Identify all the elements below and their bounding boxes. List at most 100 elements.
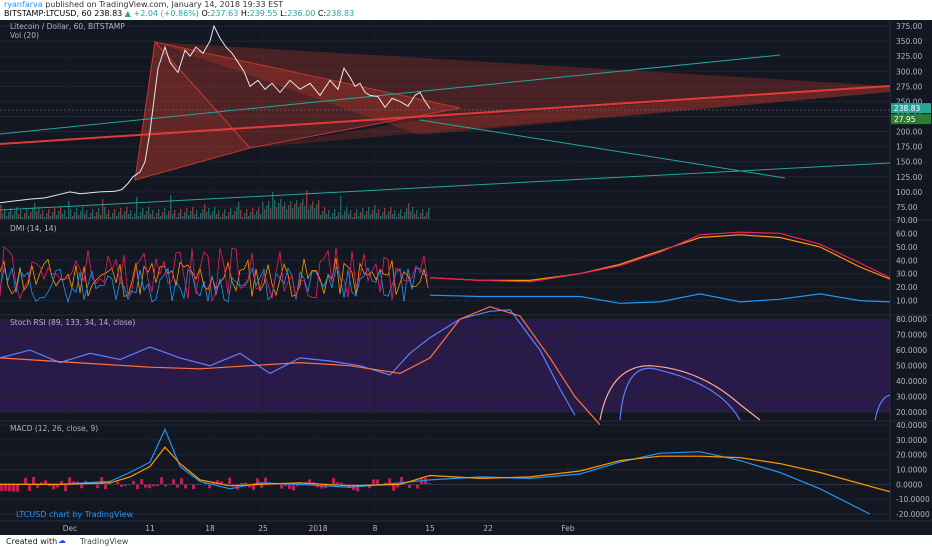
volume-bar (428, 208, 430, 219)
volume-bar (164, 208, 166, 219)
macd-histogram-bar (220, 481, 223, 485)
volume-bar (34, 203, 36, 219)
price-change: ▲ +2.04 (+0.86%) (124, 9, 199, 18)
volume-bar (354, 213, 356, 219)
volume-bar (404, 212, 406, 219)
volume-bar (118, 212, 120, 219)
ohlc-high: 239.55 (249, 9, 278, 18)
volume-bar (398, 213, 400, 219)
wedge-extension-lower (250, 86, 890, 148)
volume-bar (350, 210, 352, 219)
volume-bar (220, 217, 222, 219)
stoch-d-line (0, 306, 601, 426)
y-tick-label: 50.00 (896, 243, 918, 252)
volume-bar (206, 212, 208, 219)
volume-bar (98, 208, 100, 219)
volume-bar (100, 215, 102, 219)
author-link[interactable]: ryanfarva (4, 0, 43, 9)
volume-bar (136, 197, 138, 219)
volume-bar (276, 207, 278, 219)
macd-histogram-bar (116, 481, 119, 485)
macd-histogram-bar (416, 484, 419, 489)
macd-histogram-bar (288, 484, 291, 489)
ohlc-low-key: L: (280, 9, 288, 18)
macd-histogram-bar (336, 482, 339, 485)
volume-bar (320, 215, 322, 219)
volume-bar (8, 212, 10, 219)
stoch-d-projection (599, 365, 761, 421)
x-tick-label: 22 (483, 524, 493, 533)
volume-bar (96, 212, 98, 219)
y-tick-label: 50.0000 (896, 362, 927, 371)
volume-bar (342, 215, 344, 219)
volume-bar (196, 210, 198, 219)
y-tick-label: 300.00 (896, 67, 922, 76)
volume-bar (236, 207, 238, 219)
tradingview-logo-icon: ☁ (58, 536, 66, 545)
volume-bar (192, 207, 194, 219)
volume-bar (278, 203, 280, 219)
y-tick-label: 75.00 (896, 203, 918, 212)
volume-bar (210, 215, 212, 219)
volume-bar (50, 216, 52, 219)
volume-bar (60, 207, 62, 219)
volume-bar (218, 210, 220, 219)
volume-bar (122, 215, 124, 219)
teal-diagonal (419, 119, 786, 179)
x-tick-label: Dec (63, 524, 78, 533)
volume-bar (38, 207, 40, 219)
macd-histogram-bar (4, 484, 7, 491)
tradingview-brand[interactable]: TradingView (80, 537, 129, 546)
volume-bar (120, 208, 122, 219)
macd-histogram-bar (120, 484, 123, 488)
volume-bar (314, 208, 316, 219)
chart-credit[interactable]: LTCUSD chart by TradingView (16, 510, 134, 519)
volume-bar (0, 205, 2, 219)
volume-bar (422, 209, 424, 219)
volume-bar (286, 209, 288, 219)
volume-bar (292, 208, 294, 219)
volume-bar (132, 217, 134, 219)
volume-bar (148, 207, 150, 219)
volume-bar (338, 212, 340, 219)
stoch-k-line (0, 309, 576, 416)
volume-bar (102, 199, 104, 219)
volume-bar (154, 217, 156, 219)
volume-bar (402, 216, 404, 219)
volume-bar (78, 215, 80, 219)
volume-bar (394, 210, 396, 219)
volume-bar (224, 209, 226, 219)
published-text: published on TradingView.com, January 14… (45, 0, 284, 9)
volume-bar (168, 211, 170, 219)
y-tick-label: 60.00 (896, 229, 918, 238)
volume-bar (10, 208, 12, 219)
volume-bar (140, 212, 142, 219)
volume-bar (300, 203, 302, 219)
chart-canvas[interactable]: 75.00100.00125.00150.00175.00200.00225.0… (0, 20, 932, 535)
volume-bar (392, 214, 394, 219)
volume-bar (334, 209, 336, 219)
teal-channel-lower (0, 162, 891, 211)
y-tick-label: 375.00 (896, 22, 922, 31)
volume-bar (58, 211, 60, 219)
volume-bar (200, 213, 202, 219)
volume-bar (248, 216, 250, 219)
macd-histogram-bar (228, 477, 231, 485)
x-tick-label: 8 (373, 524, 378, 533)
volume-label: Vol (20) (10, 31, 40, 40)
y-tick-label: 125.00 (896, 173, 922, 182)
volume-bar (260, 214, 262, 219)
volume-bar (176, 217, 178, 219)
last-price-tag (891, 103, 931, 114)
volume-bar (126, 207, 128, 219)
macd-histogram-bar (164, 484, 167, 487)
macd-histogram-bar (172, 479, 175, 485)
macd-histogram-bar (96, 484, 99, 489)
volume-tag (891, 114, 931, 125)
volume-bar (322, 211, 324, 219)
volume-bar (376, 213, 378, 219)
macd-histogram-bar (28, 484, 31, 491)
macd-histogram-bar (372, 479, 375, 485)
volume-bar (306, 190, 308, 219)
macd-histogram-bar (392, 484, 395, 491)
